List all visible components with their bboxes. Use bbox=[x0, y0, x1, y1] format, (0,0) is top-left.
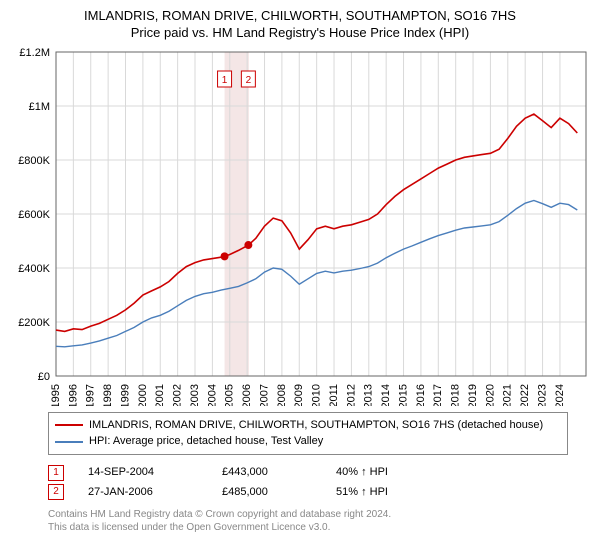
svg-text:1999: 1999 bbox=[119, 384, 131, 406]
svg-text:1996: 1996 bbox=[67, 384, 79, 406]
legend-label: IMLANDRIS, ROMAN DRIVE, CHILWORTH, SOUTH… bbox=[89, 417, 543, 434]
svg-text:2009: 2009 bbox=[293, 384, 305, 406]
marker-dot-2 bbox=[244, 241, 252, 249]
svg-text:2024: 2024 bbox=[554, 384, 566, 406]
footer-line2: This data is licensed under the Open Gov… bbox=[48, 521, 588, 534]
transaction-date: 14-SEP-2004 bbox=[88, 463, 198, 483]
transaction-marker: 2 bbox=[48, 484, 64, 500]
svg-text:2007: 2007 bbox=[258, 384, 270, 406]
chart-title: IMLANDRIS, ROMAN DRIVE, CHILWORTH, SOUTH… bbox=[12, 8, 588, 42]
svg-text:2004: 2004 bbox=[206, 384, 218, 406]
svg-text:2006: 2006 bbox=[241, 384, 253, 406]
svg-text:£1M: £1M bbox=[29, 101, 50, 113]
svg-text:£400K: £400K bbox=[18, 263, 50, 275]
legend-row-1: HPI: Average price, detached house, Test… bbox=[55, 433, 561, 450]
transaction-diff: 40% ↑ HPI bbox=[336, 463, 388, 483]
svg-text:2019: 2019 bbox=[467, 384, 479, 406]
transaction-price: £485,000 bbox=[222, 483, 312, 503]
legend-label: HPI: Average price, detached house, Test… bbox=[89, 433, 323, 450]
svg-text:2023: 2023 bbox=[536, 384, 548, 406]
marker-label-1: 1 bbox=[222, 75, 228, 86]
marker-dot-1 bbox=[221, 252, 229, 260]
transactions-table: 1 14-SEP-2004 £443,000 40% ↑ HPI 2 27-JAN-200… bbox=[48, 463, 568, 503]
transaction-diff: 51% ↑ HPI bbox=[336, 483, 388, 503]
legend-row-0: IMLANDRIS, ROMAN DRIVE, CHILWORTH, SOUTH… bbox=[55, 417, 561, 434]
footer-line1: Contains HM Land Registry data © Crown c… bbox=[48, 508, 588, 521]
legend-swatch bbox=[55, 424, 83, 426]
svg-text:2011: 2011 bbox=[328, 384, 340, 406]
svg-text:£600K: £600K bbox=[18, 209, 50, 221]
svg-text:2020: 2020 bbox=[484, 384, 496, 406]
chart: £0 £200K £400K £600K £800K £1M £1.2M 1995 1996 19… bbox=[12, 46, 588, 406]
svg-text:1997: 1997 bbox=[85, 384, 97, 406]
legend-swatch bbox=[55, 441, 83, 443]
svg-text:1995: 1995 bbox=[50, 384, 62, 406]
footer-attribution: Contains HM Land Registry data © Crown c… bbox=[48, 508, 588, 534]
svg-text:2010: 2010 bbox=[311, 384, 323, 406]
svg-text:2013: 2013 bbox=[363, 384, 375, 406]
svg-text:£1.2M: £1.2M bbox=[19, 47, 50, 59]
svg-text:2005: 2005 bbox=[224, 384, 236, 406]
marker-label-2: 2 bbox=[246, 75, 252, 86]
svg-text:2022: 2022 bbox=[519, 384, 531, 406]
svg-text:2003: 2003 bbox=[189, 384, 201, 406]
svg-text:2000: 2000 bbox=[137, 384, 149, 406]
svg-text:2017: 2017 bbox=[432, 384, 444, 406]
transaction-marker: 1 bbox=[48, 465, 64, 481]
svg-text:2001: 2001 bbox=[154, 384, 166, 406]
transaction-date: 27-JAN-2006 bbox=[88, 483, 198, 503]
svg-text:1998: 1998 bbox=[102, 384, 114, 406]
svg-text:£200K: £200K bbox=[18, 317, 50, 329]
svg-text:2008: 2008 bbox=[276, 384, 288, 406]
title-line2: Price paid vs. HM Land Registry's House … bbox=[12, 25, 588, 42]
legend: IMLANDRIS, ROMAN DRIVE, CHILWORTH, SOUTH… bbox=[48, 412, 568, 455]
svg-text:2014: 2014 bbox=[380, 384, 392, 406]
svg-text:2018: 2018 bbox=[450, 384, 462, 406]
svg-text:2021: 2021 bbox=[502, 384, 514, 406]
svg-text:£0: £0 bbox=[38, 371, 50, 383]
svg-text:£800K: £800K bbox=[18, 155, 50, 167]
svg-text:2012: 2012 bbox=[345, 384, 357, 406]
svg-text:2002: 2002 bbox=[172, 384, 184, 406]
transaction-row-2: 2 27-JAN-2006 £485,000 51% ↑ HPI bbox=[48, 483, 568, 503]
transaction-row-1: 1 14-SEP-2004 £443,000 40% ↑ HPI bbox=[48, 463, 568, 483]
title-line1: IMLANDRIS, ROMAN DRIVE, CHILWORTH, SOUTH… bbox=[12, 8, 588, 25]
svg-text:2016: 2016 bbox=[415, 384, 427, 406]
svg-text:2015: 2015 bbox=[397, 384, 409, 406]
transaction-price: £443,000 bbox=[222, 463, 312, 483]
